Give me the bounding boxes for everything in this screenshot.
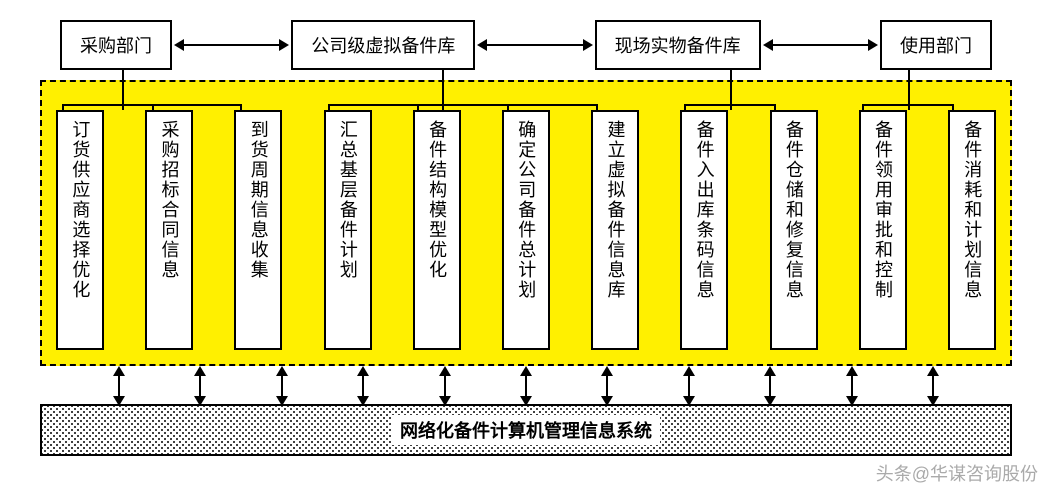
- top-box-3: 现场实物备件库: [595, 20, 761, 70]
- bottom-bar: 网络化备件计算机管理信息系统: [40, 404, 1012, 456]
- vbox-2: 采购招标合同信息: [145, 110, 193, 350]
- top-row: 采购部门 公司级虚拟备件库 现场实物备件库 使用部门: [40, 20, 1012, 70]
- vbox-1: 订货供应商选择优化: [56, 110, 104, 350]
- vbox-9: 备件仓储和修复信息: [770, 110, 818, 350]
- top-box-1: 采购部门: [60, 20, 172, 70]
- arrow-h-1: [176, 44, 287, 46]
- vbox-8: 备件入出库条码信息: [680, 110, 728, 350]
- v-arrow-1: [118, 368, 120, 404]
- top-connectors: [42, 82, 1010, 110]
- v-arrow-2: [199, 368, 201, 404]
- v-arrow-9: [769, 368, 771, 404]
- v-arrow-4: [362, 368, 364, 404]
- vbox-7: 建立虚拟备件信息库: [591, 110, 639, 350]
- v-arrow-7: [606, 368, 608, 404]
- v-arrow-11: [932, 368, 934, 404]
- vbox-3: 到货周期信息收集: [234, 110, 282, 350]
- vbox-5: 备件结构模型优化: [413, 110, 461, 350]
- v-arrow-8: [688, 368, 690, 404]
- v-arrow-10: [851, 368, 853, 404]
- vertical-arrows: [40, 368, 1012, 404]
- vbox-4: 汇总基层备件计划: [324, 110, 372, 350]
- vbox-11: 备件消耗和计划信息: [948, 110, 996, 350]
- vbox-10: 备件领用审批和控制: [859, 110, 907, 350]
- v-arrow-5: [444, 368, 446, 404]
- arrow-h-3: [765, 44, 876, 46]
- diagram: 采购部门 公司级虚拟备件库 现场实物备件库 使用部门: [0, 0, 1052, 504]
- yellow-panel: 订货供应商选择优化 采购招标合同信息 到货周期信息收集 汇总基层备件计划 备件结…: [40, 80, 1012, 366]
- bottom-label: 网络化备件计算机管理信息系统: [392, 415, 660, 445]
- vertical-boxes: 订货供应商选择优化 采购招标合同信息 到货周期信息收集 汇总基层备件计划 备件结…: [56, 110, 996, 350]
- watermark: 头条@华谋咨询股份: [876, 460, 1038, 486]
- arrow-h-2: [479, 44, 590, 46]
- v-arrow-6: [525, 368, 527, 404]
- vbox-6: 确定公司备件总计划: [502, 110, 550, 350]
- top-box-4: 使用部门: [880, 20, 992, 70]
- v-arrow-3: [281, 368, 283, 404]
- top-box-2: 公司级虚拟备件库: [291, 20, 475, 70]
